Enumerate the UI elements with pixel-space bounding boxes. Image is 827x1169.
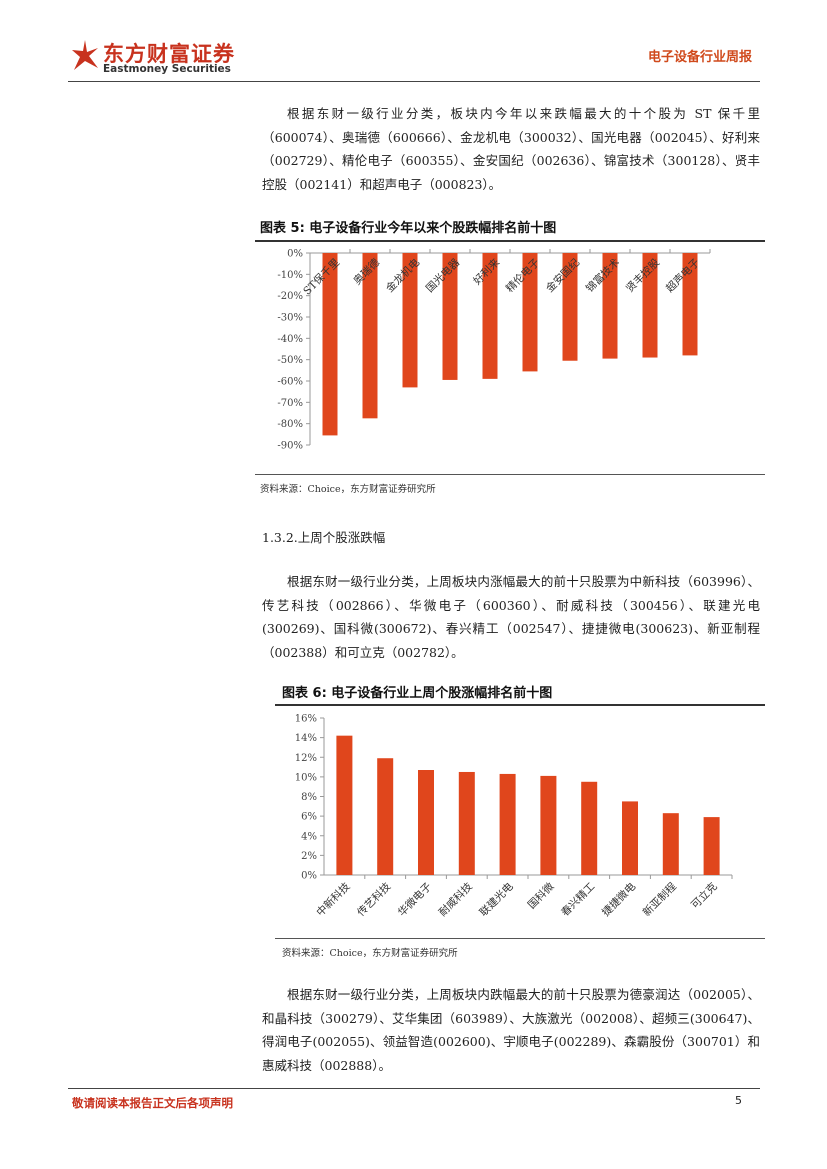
fig5-y-tick-label: 0%	[287, 249, 303, 260]
fig6-bar	[703, 817, 720, 875]
figure-6-title: 图表 6: 电子设备行业上周个股涨幅排名前十图	[282, 686, 553, 701]
fig6-bar	[581, 781, 598, 875]
fig6-y-tick-label: 10%	[295, 772, 317, 783]
fig6-x-tick-label: 新亚制程	[640, 880, 679, 919]
figure-5-title: 图表 5: 电子设备行业今年以来个股跌幅排名前十图	[260, 221, 557, 236]
fig5-bar	[562, 253, 578, 361]
fig6-x-tick-label: 可立克	[688, 880, 720, 912]
fig6-y-tick-label: 0%	[301, 871, 317, 882]
fig6-bar	[458, 771, 475, 875]
fig6-y-tick-label: 14%	[295, 733, 317, 744]
figure-6-top-rule	[275, 704, 765, 706]
fig5-y-tick-label: -20%	[277, 291, 303, 302]
fig5-y-tick-label: -50%	[277, 355, 303, 366]
fig6-x-tick-label: 春兴精工	[558, 880, 597, 919]
fig5-bar	[362, 253, 378, 419]
fig5-bar	[602, 253, 618, 359]
eastmoney-logo-icon	[72, 40, 98, 70]
fig5-y-tick-label: -70%	[277, 398, 303, 409]
fig5-y-tick-label: -40%	[277, 334, 303, 345]
fig6-y-tick-label: 16%	[295, 714, 317, 725]
fig5-y-tick-label: -90%	[277, 441, 303, 452]
header-divider	[68, 81, 760, 82]
footer-disclaimer: 敬请阅读本报告正文后各项声明	[72, 1096, 233, 1110]
fig6-x-tick-label: 耐威科技	[436, 880, 475, 919]
fig5-y-tick-label: -10%	[277, 270, 303, 281]
fig6-y-tick-label: 6%	[301, 812, 317, 823]
fig6-x-tick-label: 中新科技	[314, 880, 353, 919]
fig5-bar	[642, 253, 658, 358]
fig6-bar	[622, 801, 638, 875]
logo-chinese-name: 东方财富证券	[103, 42, 235, 66]
fig6-x-tick-label: 华微电子	[395, 880, 434, 919]
figure-6-bottom-rule	[275, 938, 765, 939]
fig6-x-tick-label: 联建光电	[477, 880, 516, 919]
footer-divider	[68, 1088, 760, 1089]
fig5-y-tick-label: -30%	[277, 313, 303, 324]
figure-5-bar-chart: 0%-10%-20%-30%-40%-50%-60%-70%-80%-90%ST…	[277, 249, 711, 452]
section-heading: 1.3.2.上周个股涨跌幅	[262, 530, 386, 545]
fig5-bar	[522, 253, 538, 372]
report-type-title: 电子设备行业周报	[647, 50, 752, 65]
fig5-y-tick-label: -80%	[277, 419, 303, 430]
figure-6-bar-chart: 16% 14% 12% 10% 8% 6% 4% 2% 0%中新科技 传艺科技 华微电子 耐威科技 联建…	[295, 714, 733, 919]
fig5-y-tick-label: -60%	[277, 377, 303, 388]
fig6-bar	[418, 770, 434, 875]
fig6-bar	[662, 813, 679, 875]
fig6-y-tick-label: 4%	[301, 831, 317, 842]
fig5-bar	[442, 253, 458, 380]
paragraph-weekly-gainers: 根据东财一级行业分类，上周板块内涨幅最大的前十只股票为中新科技（603996）、…	[262, 574, 760, 660]
fig6-x-tick-label: 传艺科技	[354, 880, 393, 919]
figure-5-top-rule	[255, 240, 765, 242]
paragraph-weekly-decliners: 根据东财一级行业分类，上周板块内跌幅最大的前十只股票为德豪润达（002005）、…	[262, 987, 760, 1073]
fig6-bar	[540, 775, 557, 875]
fig6-bar	[377, 758, 394, 875]
fig6-y-tick-label: 2%	[301, 851, 317, 862]
fig5-bar	[482, 253, 498, 379]
fig6-x-tick-label: 捷捷微电	[599, 880, 638, 919]
fig6-y-tick-label: 12%	[295, 753, 317, 764]
fig5-bar	[322, 253, 338, 436]
fig5-bar	[682, 253, 698, 356]
logo-english-name: Eastmoney Securities	[103, 63, 231, 75]
fig6-x-tick-label: 国科微	[525, 880, 557, 912]
page-number: 5	[735, 1094, 742, 1107]
figure-5-source: 资料来源：Choice，东方财富证券研究所	[260, 484, 436, 495]
fig6-bar	[336, 735, 353, 875]
fig6-y-tick-label: 8%	[301, 792, 317, 803]
fig5-bar	[402, 253, 418, 388]
paragraph-ytd-decliners: 根据东财一级行业分类，板块内今年以来跌幅最大的十个股为 ST 保千里（60007…	[262, 106, 760, 192]
figure-5-bottom-rule	[255, 474, 765, 475]
fig6-bar	[499, 773, 516, 875]
figure-6-source: 资料来源：Choice，东方财富证券研究所	[282, 948, 458, 959]
